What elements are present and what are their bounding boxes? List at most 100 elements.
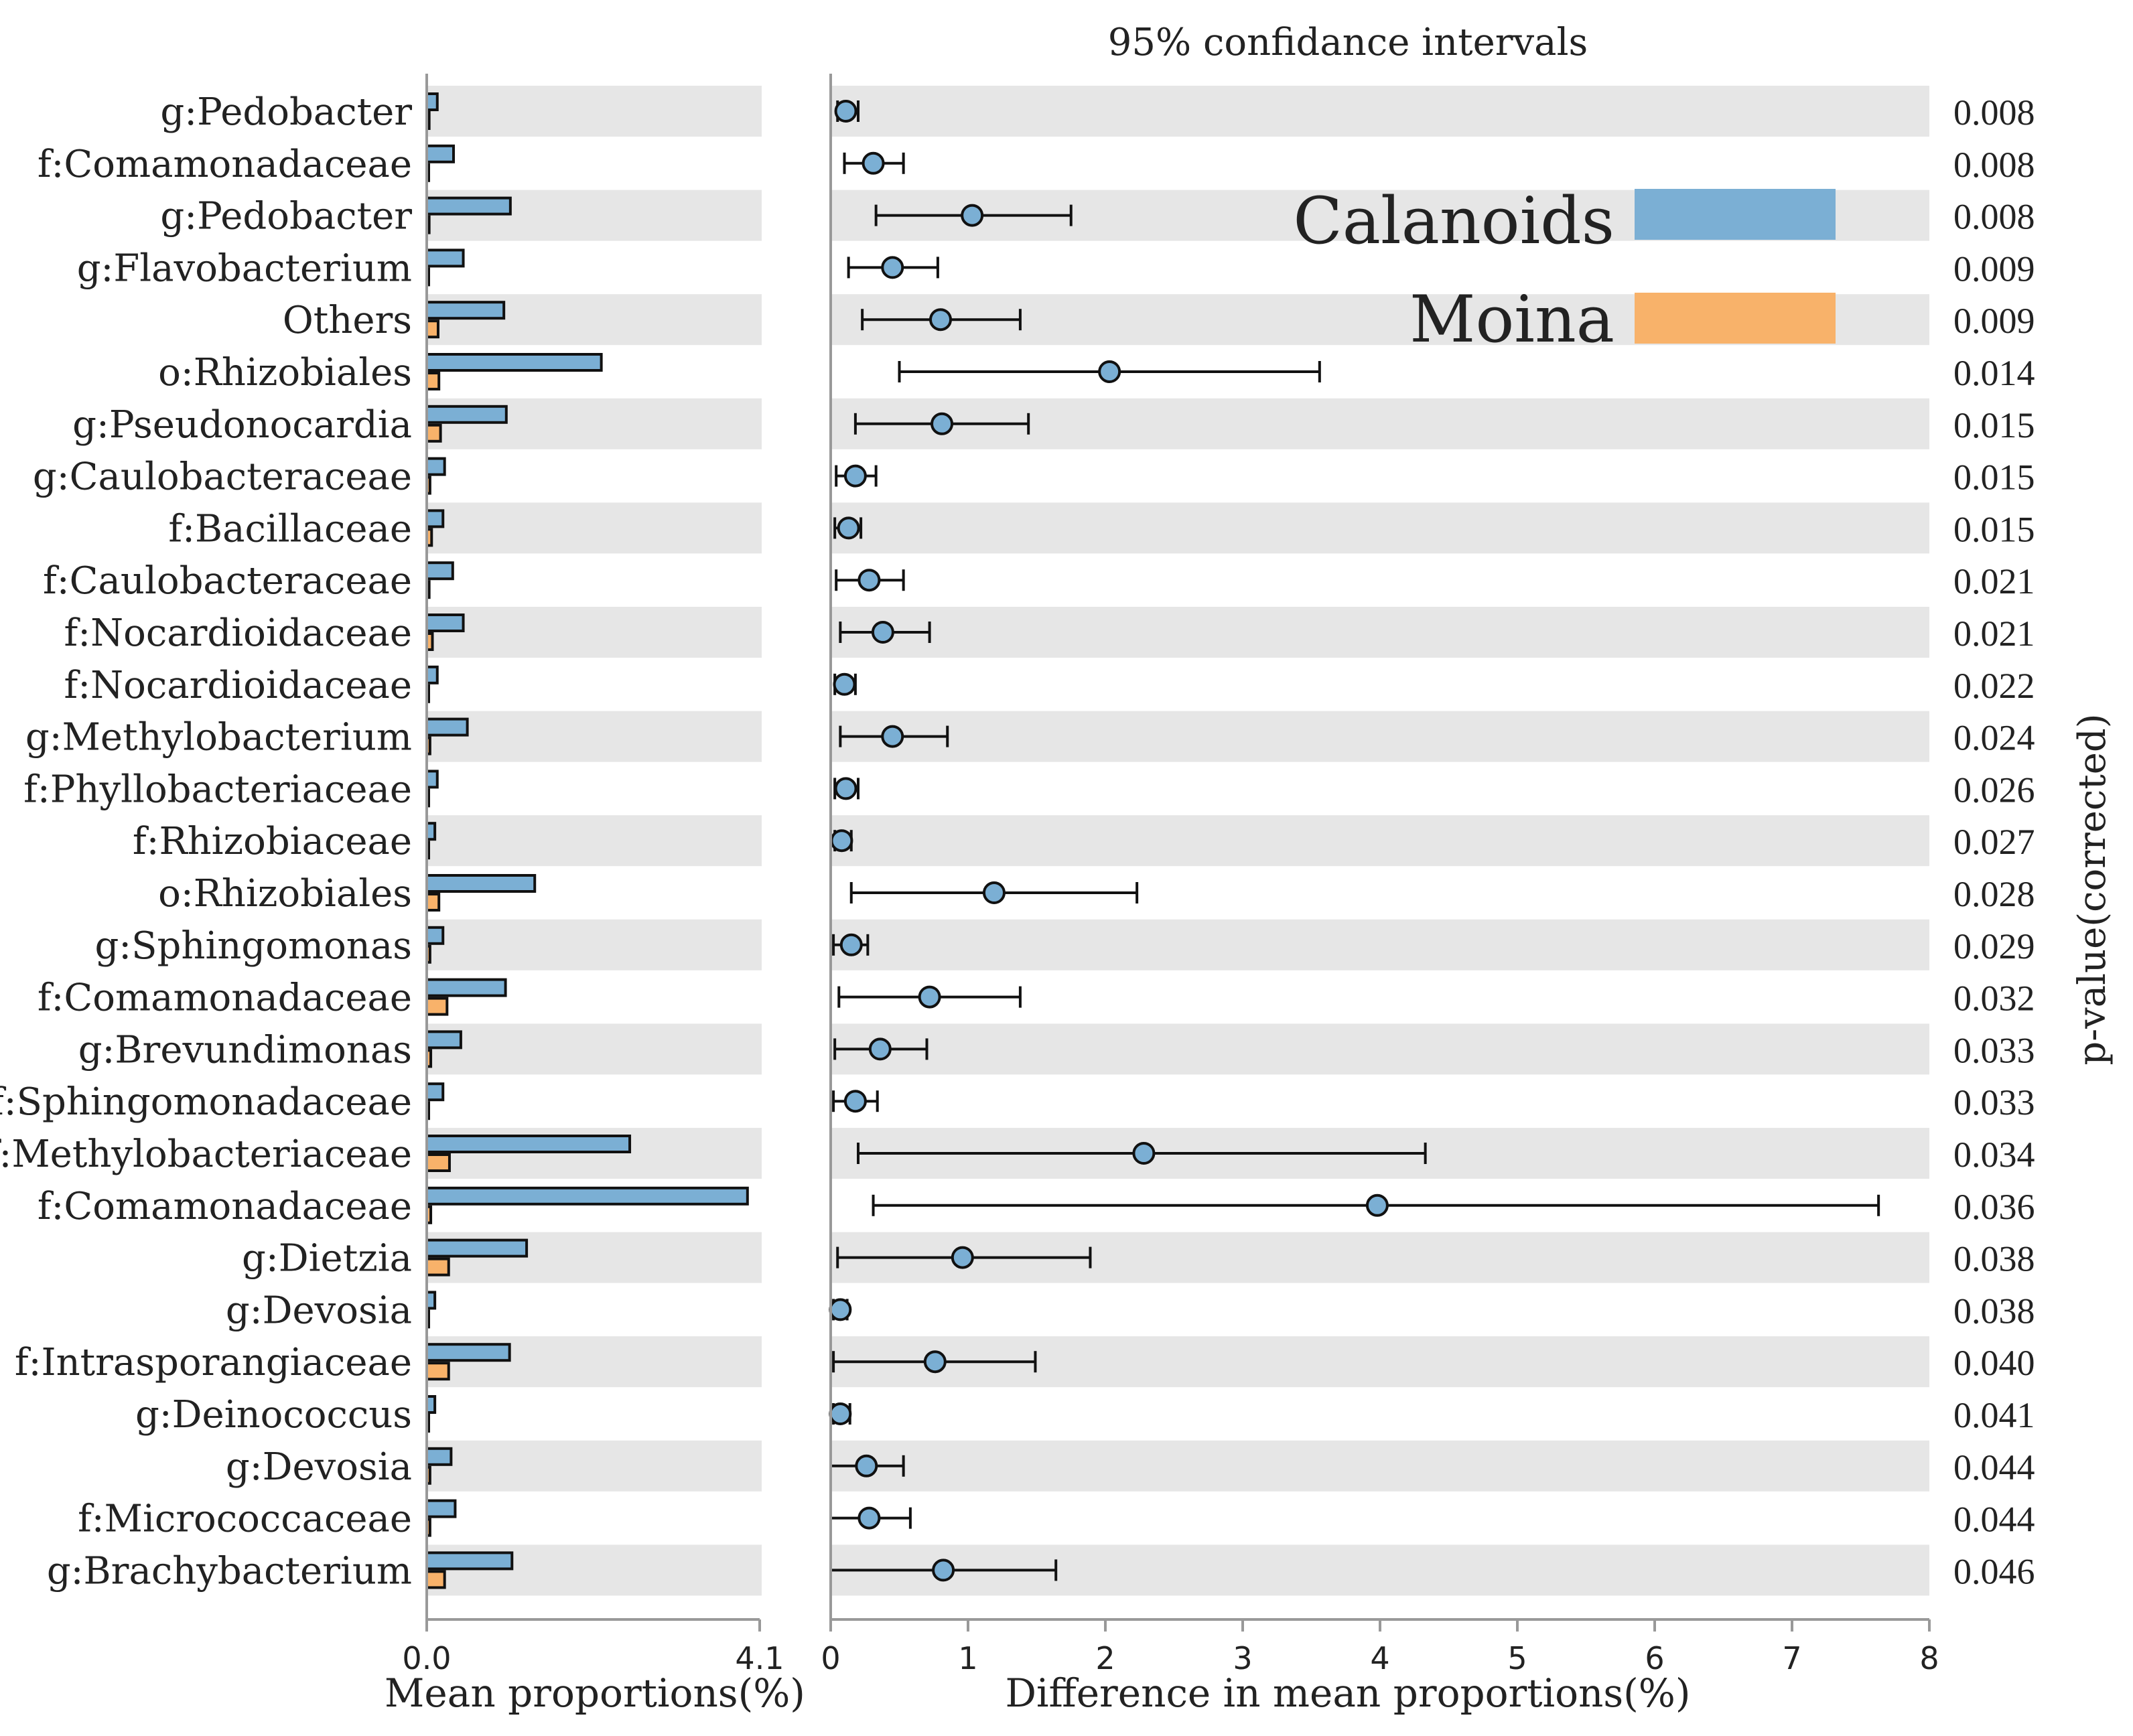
row-band-left [427, 1440, 762, 1492]
category-label: g:Devosia [226, 1289, 412, 1332]
row-band-left [427, 607, 762, 658]
p-value: 0.033 [1953, 1030, 2035, 1070]
difference-point [868, 1037, 892, 1061]
category-label: Others [283, 299, 412, 342]
p-value: 0.041 [1953, 1395, 2035, 1435]
difference-point [837, 516, 860, 540]
bar-calanoids [425, 561, 454, 581]
p-value: 0.032 [1953, 979, 2035, 1019]
p-value: 0.015 [1953, 405, 2035, 445]
difference-point [843, 1090, 867, 1113]
row-band-right [831, 711, 1929, 762]
bar-moina [425, 1570, 446, 1589]
confidence-interval-layer [829, 100, 1880, 1582]
row-band-right [831, 86, 1929, 137]
row-band-left [427, 86, 762, 137]
diff-x-tick-label: 1 [958, 1640, 977, 1676]
difference-point [829, 1298, 852, 1321]
difference-point [923, 1350, 947, 1374]
diff-x-tick-label: 8 [1919, 1640, 1939, 1676]
bar-calanoids [425, 144, 456, 163]
row-band-right [831, 815, 1929, 867]
p-value: 0.044 [1953, 1500, 2035, 1540]
p-value: 0.009 [1953, 301, 2035, 341]
category-label: f:Comamonadaceae [38, 1185, 412, 1228]
difference-point [871, 621, 894, 644]
difference-point [961, 204, 984, 227]
p-value: 0.038 [1953, 1291, 2035, 1331]
difference-point [1365, 1194, 1389, 1217]
bar-axis-label: Mean proportions(%) [385, 1670, 805, 1716]
bar-calanoids [425, 1499, 457, 1518]
difference-point [929, 308, 952, 332]
bar-calanoids [425, 1082, 445, 1102]
bar-calanoids [425, 1186, 749, 1206]
category-label: f:Micrococcaceae [78, 1498, 412, 1541]
p-value: 0.008 [1953, 92, 2035, 133]
p-value: 0.008 [1953, 197, 2035, 237]
p-value: 0.040 [1953, 1343, 2035, 1383]
bar-moina [425, 1257, 450, 1277]
p-value: 0.021 [1953, 613, 2035, 654]
difference-point [843, 464, 867, 488]
difference-point [833, 672, 856, 696]
category-label: f:Nocardioidaceae [64, 611, 412, 655]
p-value: 0.044 [1953, 1447, 2035, 1488]
p-value: 0.046 [1953, 1551, 2035, 1591]
p-value: 0.038 [1953, 1239, 2035, 1279]
bar-calanoids [425, 509, 445, 528]
category-label: f:Intrasporangiaceae [15, 1341, 412, 1384]
legend-label-calanoids: Calanoids [1293, 184, 1614, 259]
bar-calanoids [425, 1551, 514, 1571]
bar-calanoids [425, 353, 603, 372]
category-label: g:Deinococcus [135, 1393, 412, 1437]
p-value: 0.022 [1953, 666, 2035, 706]
bar-calanoids [425, 978, 507, 997]
row-band-right [831, 607, 1929, 658]
category-label: g:Brevundimonas [78, 1028, 412, 1072]
category-label: g:Caulobacteraceae [33, 455, 412, 499]
row-band-left [427, 815, 762, 867]
legend-swatch-moina [1635, 293, 1836, 344]
row-band-right [831, 1440, 1929, 1492]
difference-point [862, 151, 885, 175]
bar-moina [425, 1362, 450, 1381]
p-value: 0.029 [1953, 926, 2035, 966]
p-value: 0.009 [1953, 248, 2035, 289]
diff-x-tick-label: 2 [1095, 1640, 1115, 1676]
difference-point [1132, 1142, 1156, 1165]
bar-calanoids [425, 457, 446, 476]
bar-moina [425, 319, 439, 339]
category-label: o:Rhizobiales [158, 351, 412, 394]
bar-calanoids [425, 1343, 511, 1362]
bar-calanoids [425, 196, 512, 216]
p-value: 0.028 [1953, 874, 2035, 914]
bar-calanoids [425, 613, 465, 632]
difference-point [857, 569, 881, 592]
category-label: f:Rhizobiaceae [133, 820, 412, 863]
row-band-left [427, 919, 762, 970]
row-band-right [831, 1023, 1929, 1075]
category-label: f:Sphingomonadaceae [0, 1080, 412, 1124]
difference-point [857, 1506, 881, 1530]
category-label: g:Pedobacter [160, 195, 412, 238]
category-label: g:Pedobacter [160, 90, 412, 134]
p-value: 0.027 [1953, 822, 2035, 862]
category-label: g:Sphingomonas [94, 924, 412, 968]
category-label: o:Rhizobiales [158, 872, 412, 916]
row-band-left [427, 711, 762, 762]
difference-point [834, 777, 857, 800]
row-band-right [831, 502, 1929, 554]
difference-point [855, 1454, 878, 1477]
ci-title: 95% confidance intervals [1108, 21, 1588, 64]
p-value: 0.015 [1953, 509, 2035, 549]
bar-calanoids [425, 248, 465, 268]
p-value: 0.036 [1953, 1187, 2035, 1227]
diff-x-tick-label: 7 [1782, 1640, 1801, 1676]
diff-x-tick-label: 6 [1645, 1640, 1664, 1676]
difference-point [881, 256, 904, 279]
p-value: 0.014 [1953, 353, 2035, 393]
bar-x-tick-label: 4.1 [735, 1640, 784, 1676]
p-value-axis-label: p-value(corrected) [2071, 713, 2114, 1065]
category-label: g:Devosia [226, 1445, 412, 1489]
